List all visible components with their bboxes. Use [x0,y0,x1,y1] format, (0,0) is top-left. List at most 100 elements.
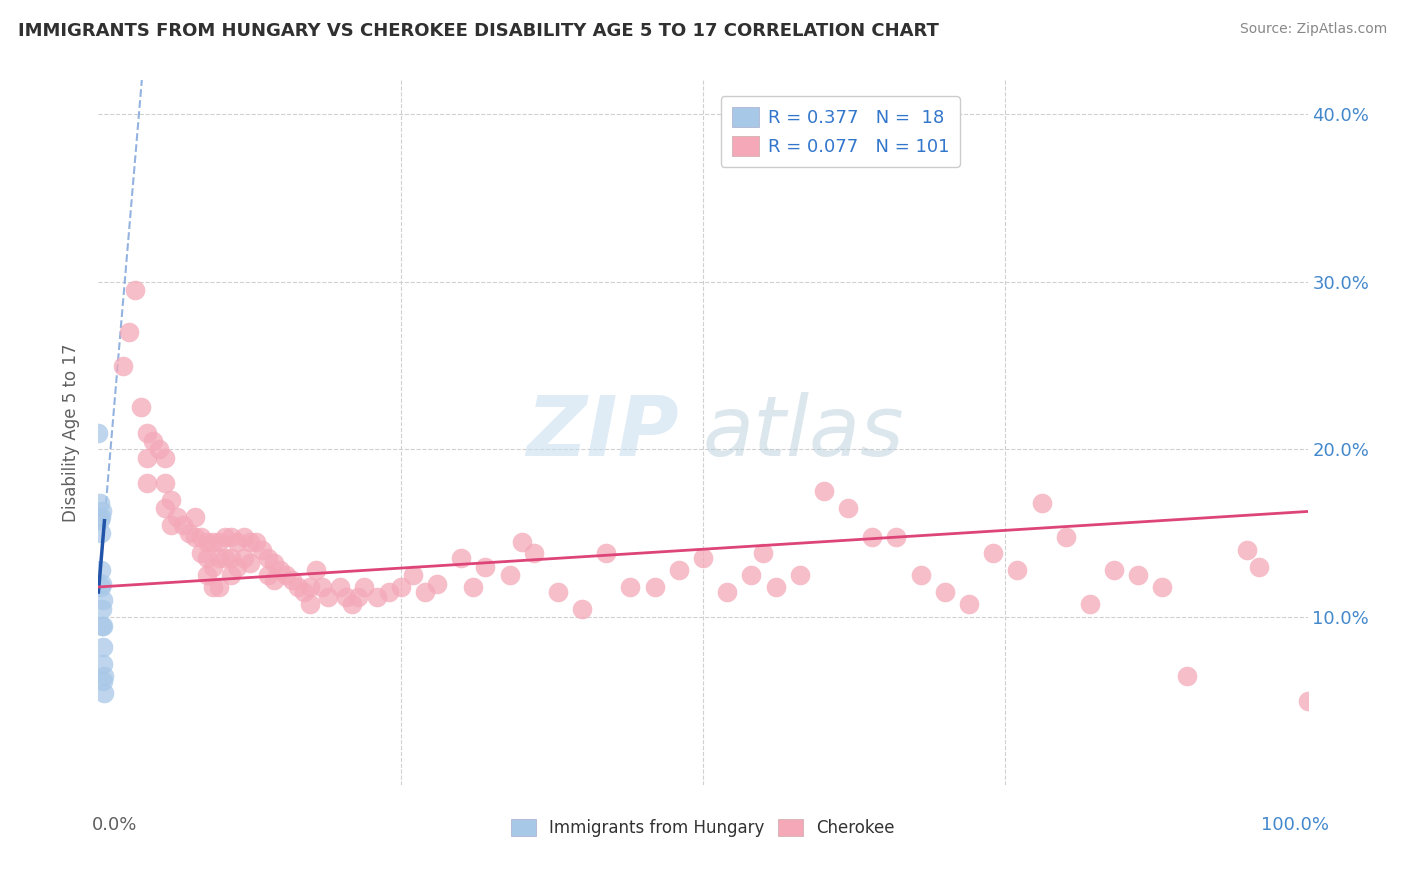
Point [305,563,328,577]
Point [426,576,449,591]
Point [269,563,291,577]
Point [595,546,617,560]
Point [190,530,212,544]
Point [90,580,112,594]
Point [245,534,267,549]
Point [153,501,176,516]
Point [389,580,412,594]
Point [329,580,352,594]
Point [202,580,225,594]
Point [91,657,114,672]
Point [292,585,315,599]
Point [463,580,485,594]
Point [934,585,956,599]
Point [1102,563,1125,577]
Point [402,568,425,582]
Point [752,546,775,560]
Point [221,568,243,582]
Legend: R = 0.377   N =  18, R = 0.077   N = 101: R = 0.377 N = 18, R = 0.077 N = 101 [721,96,960,167]
Point [1296,694,1319,708]
Point [274,568,297,582]
Point [179,526,201,541]
Text: ZIP: ZIP [526,392,679,473]
Point [335,590,357,604]
Point [93,686,115,700]
Point [135,450,157,465]
Point [250,543,273,558]
Point [118,325,141,339]
Point [547,585,569,599]
Point [89,496,111,510]
Point [142,434,165,448]
Point [316,590,339,604]
Point [342,597,364,611]
Point [366,590,388,604]
Point [239,534,262,549]
Point [510,534,533,549]
Point [90,509,112,524]
Point [214,530,236,544]
Point [202,559,225,574]
Text: 0.0%: 0.0% [91,816,136,834]
Point [129,401,152,415]
Point [353,580,375,594]
Point [148,442,170,457]
Point [1054,530,1077,544]
Point [91,504,114,518]
Point [135,425,157,440]
Point [208,580,231,594]
Point [135,475,157,490]
Point [221,551,243,566]
Point [1175,669,1198,683]
Point [1128,568,1150,582]
Point [91,602,114,616]
Text: 100.0%: 100.0% [1261,816,1329,834]
Point [87,425,110,440]
Point [184,530,207,544]
Point [619,580,641,594]
Point [93,669,115,683]
Point [450,551,472,566]
Point [837,501,859,516]
Point [208,534,231,549]
Text: atlas: atlas [703,392,904,473]
Point [202,534,225,549]
Point [740,568,762,582]
Point [91,618,114,632]
Point [195,534,218,549]
Point [91,618,114,632]
Point [287,580,309,594]
Point [1031,496,1053,510]
Point [413,585,436,599]
Point [668,563,690,577]
Point [1007,563,1029,577]
Point [1152,580,1174,594]
Point [166,509,188,524]
Point [281,574,304,588]
Point [190,546,212,560]
Point [221,530,243,544]
Point [474,559,496,574]
Point [1236,543,1258,558]
Point [1249,559,1271,574]
Point [90,526,112,541]
Point [957,597,980,611]
Point [1078,597,1101,611]
Point [311,580,333,594]
Point [195,568,218,582]
Point [90,563,112,577]
Point [232,551,254,566]
Point [910,568,932,582]
Point [377,585,399,599]
Point [208,551,231,566]
Point [299,597,322,611]
Point [523,546,546,560]
Point [91,576,114,591]
Point [153,475,176,490]
Point [263,557,285,571]
Point [226,559,249,574]
Point [571,602,593,616]
Point [860,530,883,544]
Point [91,640,114,655]
Point [644,580,666,594]
